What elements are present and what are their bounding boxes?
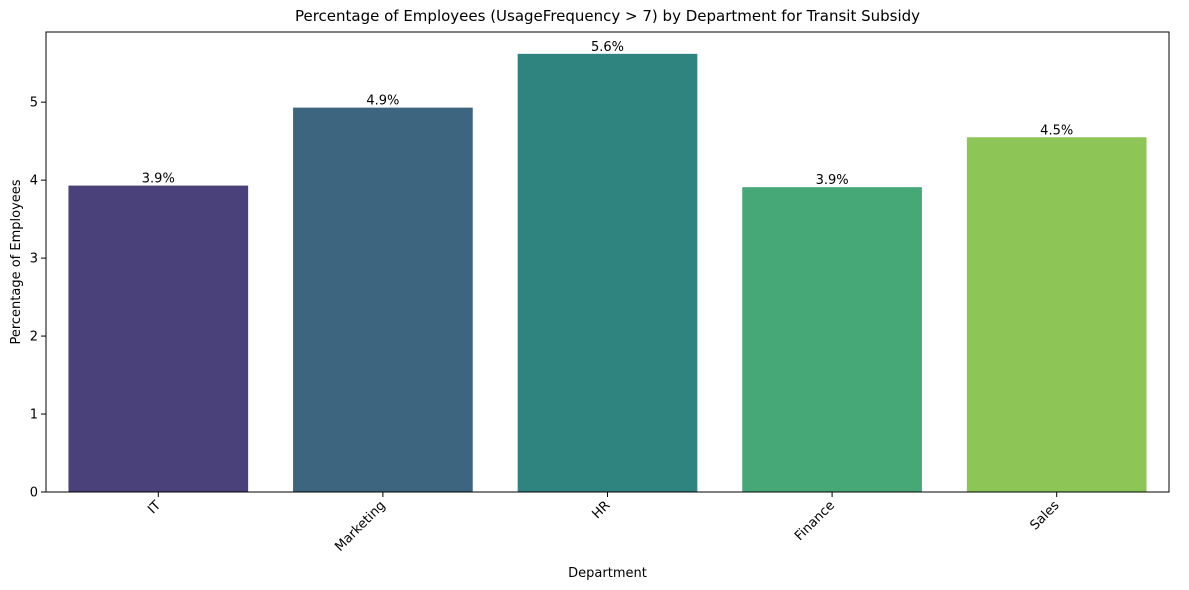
x-axis-title: Department bbox=[568, 566, 647, 581]
data-labels-group: 3.9% 4.9% 5.6% 3.9% 4.5% bbox=[142, 40, 1073, 188]
data-label-finance: 3.9% bbox=[816, 173, 849, 188]
plot-frame bbox=[45, 31, 1170, 493]
y-tick-label: 3 bbox=[30, 252, 38, 267]
data-label-hr: 5.6% bbox=[591, 40, 624, 55]
plot-area bbox=[45, 31, 1170, 493]
x-tick-label-it: IT bbox=[145, 498, 164, 517]
y-tick-label: 2 bbox=[30, 330, 38, 345]
data-label-marketing: 4.9% bbox=[366, 94, 399, 109]
bars-group bbox=[68, 53, 1147, 493]
bar-marketing bbox=[293, 107, 473, 492]
x-tick-label-marketing: Marketing bbox=[332, 498, 388, 554]
x-tick-label-finance: Finance bbox=[792, 498, 838, 544]
y-axis-title: Percentage of Employees bbox=[9, 179, 24, 344]
x-tick-label-sales: Sales bbox=[1027, 498, 1062, 533]
y-axis: 0 1 2 3 4 5 bbox=[30, 96, 46, 501]
bar-it bbox=[68, 185, 249, 493]
chart-title: Percentage of Employees (UsageFrequency … bbox=[295, 7, 920, 25]
data-label-sales: 4.5% bbox=[1040, 123, 1073, 138]
y-tick-label: 0 bbox=[30, 486, 38, 501]
bar-sales bbox=[966, 137, 1147, 492]
y-tick-label: 4 bbox=[30, 174, 38, 189]
y-tick-label: 5 bbox=[30, 96, 38, 111]
bar-hr bbox=[517, 53, 698, 493]
data-label-it: 3.9% bbox=[142, 172, 175, 187]
x-tick-label-hr: HR bbox=[589, 498, 613, 522]
x-axis: IT Marketing HR Finance Sales bbox=[145, 492, 1063, 555]
bar-finance bbox=[742, 187, 922, 493]
y-tick-label: 1 bbox=[30, 408, 38, 423]
